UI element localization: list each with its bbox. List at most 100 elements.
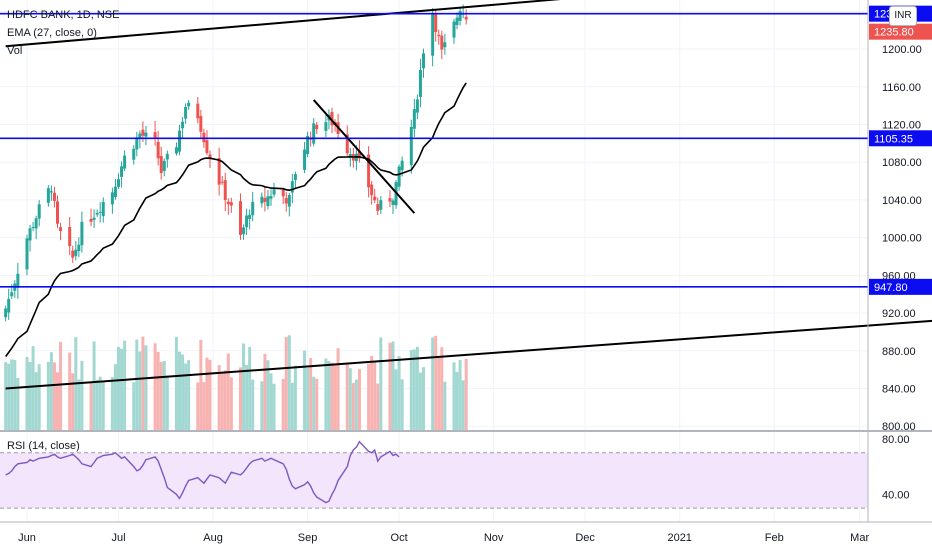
candle-body [422,53,425,69]
volume-bar [217,365,221,430]
candle-body [138,133,142,139]
volume-bar [391,341,395,430]
volume-bar [208,359,212,430]
volume-bar [28,362,32,430]
candle-body [373,196,377,201]
candle-body [345,134,349,154]
volume-bar [290,382,294,430]
volume-bar [199,339,203,430]
volume-bar [434,335,438,430]
symbol-legend[interactable]: HDFC BANK, 1D, NSE [7,9,120,21]
candle-body [199,116,203,132]
volume-bar [464,358,468,430]
ema-legend[interactable]: EMA (27, close, 0) [7,27,97,39]
volume-bar [89,382,93,430]
volume-bar [52,362,56,430]
volume-legend[interactable]: Vol [7,45,23,57]
candle-body [113,186,117,198]
candle-body [37,204,41,219]
candle-body [293,174,297,181]
price-tick-label: 840.00 [882,384,916,396]
volume-bar [68,352,72,430]
candle-body [25,238,29,270]
candle-body [217,158,221,185]
price-label-text: 1105.35 [874,133,913,145]
time-tick-label: Aug [203,532,223,544]
candle-body [162,160,166,171]
volume-bar [348,368,352,430]
volume-bar [141,336,145,430]
volume-bar [379,337,383,430]
volume-bar [422,367,425,430]
candle-body [196,103,200,119]
volume-bar [135,339,139,430]
volume-bar [226,353,230,430]
ema-line [5,82,467,357]
volume-bar [330,362,334,430]
volume-bar [239,367,242,430]
currency-button[interactable]: INR [889,6,917,26]
candle-body [388,198,392,202]
volume-bar [56,372,59,430]
candle-body [110,192,114,205]
rsi-tick-label: 40.00 [882,489,910,501]
candle-body [120,166,124,177]
volume-bar [315,378,319,430]
volume-bar [95,379,99,430]
candle-body [412,109,416,129]
candle-body [452,21,456,38]
volume-bar [373,361,377,430]
time-tick-label: 2021 [667,532,691,544]
volume-bar [266,360,270,430]
volume-bar [34,372,38,430]
volume-bar [174,336,178,430]
volume-bar [394,369,398,430]
candle-body [306,135,310,155]
volume-bar [354,379,358,430]
volume-bar [165,375,169,430]
volume-bar [202,382,206,430]
candle-body [443,42,447,48]
volume-bar [98,376,102,430]
volume-bar [31,346,35,430]
candle-body [135,137,139,150]
volume-bar [281,378,285,430]
price-tick-label: 1160.00 [882,82,921,94]
rsi-line [5,440,400,504]
volume-bar [388,342,392,430]
candle-body [92,217,96,220]
candle-body [71,250,75,258]
price-tick-label: 1200.00 [882,44,922,56]
volume-bar [397,356,401,430]
volume-bar [156,351,160,430]
trend-lines [5,0,932,390]
volume-bar [187,360,191,430]
candle-body [281,189,285,197]
candle-body [229,202,233,206]
rsi-tick-label: 80.00 [882,434,910,446]
candle-body [123,155,127,169]
candle-body [98,211,102,213]
candle-body [434,14,438,33]
volume-bar [367,363,371,430]
volume-bar [336,348,340,430]
candle-body [52,192,56,201]
volume-bar [159,362,163,430]
candle-body [184,106,188,119]
candle-body [178,130,181,152]
candle-body [303,149,307,170]
candle-body [187,102,191,107]
candle-body [220,181,224,183]
candle-body [245,215,249,228]
volume-bar [357,369,361,430]
candle-body [174,147,178,154]
rsi-legend[interactable]: RSI (14, close) [7,440,80,452]
horizontal-levels [0,12,868,288]
price-label-text: 1235.80 [874,27,914,39]
volume-bar [59,341,63,430]
volume-bar [251,379,255,430]
candle-body [287,194,291,207]
candle-body [269,196,273,199]
volume-bar [293,365,297,430]
